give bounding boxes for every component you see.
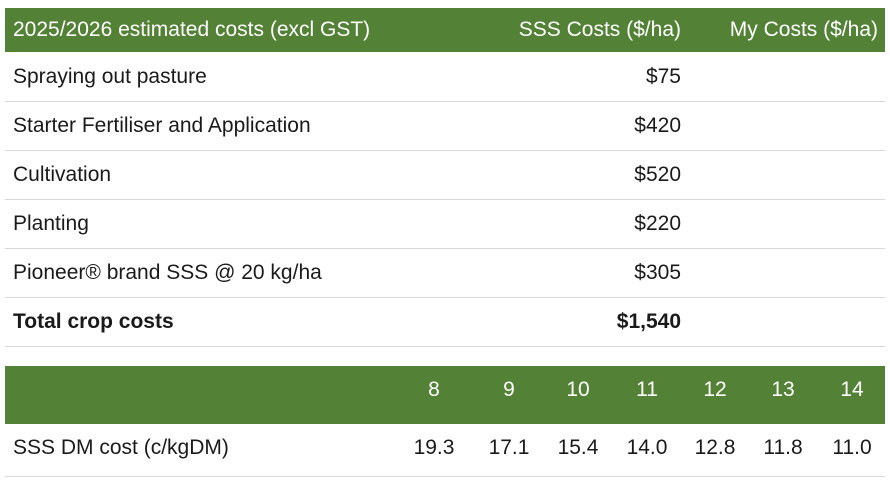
row-label: Planting xyxy=(13,212,89,235)
cost-value: $520 xyxy=(634,163,681,186)
dm-cost: 11.0 xyxy=(832,436,872,459)
cost-value: $75 xyxy=(645,65,681,88)
row-label: Pioneer® brand SSS @ 20 kg/ha xyxy=(13,261,322,284)
dm-cost: 11.8 xyxy=(763,436,803,459)
row-label: SSS DM cost (c/kgDM) xyxy=(13,436,229,459)
row-divider xyxy=(5,476,885,477)
header-cell: 9 xyxy=(503,378,515,401)
row-label: Spraying out pasture xyxy=(13,65,207,88)
total-label: Total crop costs xyxy=(13,310,174,333)
header-cell: My Costs ($/ha) xyxy=(729,18,878,41)
header-band xyxy=(5,8,885,52)
header-cell: 2025/2026 estimated costs (excl GST) xyxy=(13,18,371,41)
dm-cost: 19.3 xyxy=(413,436,455,459)
total-value: $1,540 xyxy=(616,310,681,333)
cost-value: $305 xyxy=(634,261,681,284)
row-divider xyxy=(5,346,885,347)
header-cell: 11 xyxy=(636,378,658,401)
row-divider xyxy=(5,199,885,200)
row-label: Cultivation xyxy=(13,163,112,186)
row-divider xyxy=(5,248,885,249)
dm-cost: 12.8 xyxy=(694,436,736,459)
header-cell: 13 xyxy=(771,378,795,401)
cost-value: $420 xyxy=(634,114,681,137)
dm-cost: 17.1 xyxy=(488,436,530,459)
row-divider xyxy=(5,101,885,102)
header-band xyxy=(5,366,885,424)
row-divider xyxy=(5,297,885,298)
row-label: Starter Fertiliser and Application xyxy=(13,114,311,137)
dm-cost: 14.0 xyxy=(626,436,668,459)
header-cell: 8 xyxy=(428,378,440,401)
header-cell: 12 xyxy=(703,378,727,401)
header-cell: SSS Costs ($/ha) xyxy=(518,18,681,41)
header-cell: 14 xyxy=(840,378,864,401)
header-cell: 10 xyxy=(566,378,590,401)
cost-value: $220 xyxy=(634,212,681,235)
dm-cost: 15.4 xyxy=(557,436,599,459)
row-divider xyxy=(5,150,885,151)
